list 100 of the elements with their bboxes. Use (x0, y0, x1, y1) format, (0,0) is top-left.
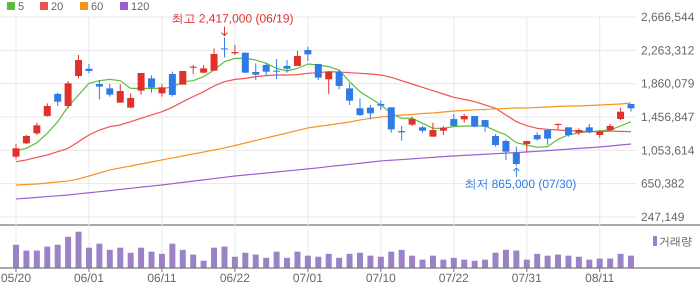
candlestick (190, 64, 197, 74)
candlestick (138, 72, 145, 96)
candlestick (377, 100, 384, 111)
bar (440, 260, 446, 268)
bar (76, 232, 82, 268)
bar (430, 256, 436, 268)
x-tick-label: 06/22 (220, 271, 250, 285)
candlestick (408, 116, 416, 126)
candlestick (242, 52, 249, 74)
legend-label: 20 (51, 1, 64, 13)
candlestick (85, 63, 92, 74)
candlestick (168, 71, 176, 98)
bar (555, 254, 562, 268)
bar (420, 260, 426, 268)
candlestick (75, 54, 82, 79)
candlestick (523, 140, 530, 152)
x-tick-label: 07/22 (438, 271, 470, 285)
candlestick (346, 82, 354, 106)
bar (618, 254, 624, 268)
bar (138, 248, 144, 268)
candlestick (96, 80, 103, 100)
candlestick (284, 60, 291, 74)
bar (211, 248, 218, 268)
legend-label: 120 (131, 1, 150, 13)
bar (65, 236, 72, 268)
bar (628, 256, 634, 268)
bar (534, 254, 540, 268)
candlestick (398, 125, 406, 142)
candlestick (512, 146, 520, 166)
bar (263, 258, 270, 268)
bar (607, 258, 614, 268)
bar (576, 256, 582, 268)
candlestick (158, 83, 166, 98)
bar (398, 250, 405, 268)
bar (356, 252, 363, 268)
candlestick (617, 107, 624, 121)
bar (128, 252, 134, 268)
bar (221, 246, 228, 268)
bar (106, 250, 113, 268)
bar (284, 258, 290, 268)
candlestick (544, 130, 552, 146)
candlestick (262, 62, 270, 76)
x-tick-label: 06/01 (74, 271, 104, 285)
candlestick (366, 104, 374, 120)
x-tick-label: 05/20 (0, 271, 32, 285)
candlestick (179, 70, 186, 86)
bar (117, 248, 124, 268)
y-tick-label: 1,456,847 (641, 110, 695, 124)
candlestick (429, 122, 436, 138)
x-tick-label: 08/11 (585, 271, 615, 285)
candlestick (210, 48, 218, 72)
candlestick (336, 70, 343, 90)
legend-label: 60 (91, 1, 104, 13)
candlestick (54, 92, 62, 106)
bar (190, 254, 196, 268)
candlestick (252, 62, 260, 81)
bar (378, 256, 384, 268)
bar (54, 244, 61, 268)
bar (158, 254, 165, 268)
bar (23, 250, 30, 268)
candlestick (33, 122, 40, 136)
y-tick-label: 247,149 (641, 210, 685, 224)
y-tick-label: 650,382 (641, 176, 685, 191)
bar (450, 258, 457, 268)
legend-label: 5 (18, 1, 24, 13)
bar (492, 252, 498, 268)
candlestick (492, 134, 499, 148)
candlestick (22, 134, 30, 144)
candlestick (502, 138, 510, 160)
bar (304, 256, 311, 268)
candlestick (220, 37, 228, 58)
candlestick (273, 58, 280, 80)
bar (565, 256, 572, 268)
bar (544, 256, 551, 268)
candlestick (314, 63, 322, 81)
candlestick (116, 83, 124, 104)
bar (44, 246, 50, 268)
candlestick (231, 44, 238, 56)
y-tick-label: 1,053,614 (641, 143, 695, 158)
bar (502, 250, 509, 268)
candlestick (388, 106, 395, 134)
candlestick (64, 80, 72, 109)
bar (461, 260, 468, 268)
bar (586, 260, 592, 268)
bar (596, 258, 603, 268)
x-tick-label: 06/11 (147, 271, 177, 285)
bar (336, 258, 342, 268)
bar (513, 250, 520, 268)
bar (148, 252, 155, 268)
candlestick (325, 71, 332, 94)
bar (180, 250, 186, 268)
bar (242, 252, 248, 268)
bar (169, 244, 176, 268)
candlestick (148, 74, 156, 94)
candlestick (356, 98, 364, 116)
candlestick (450, 113, 458, 128)
bar (86, 248, 92, 268)
candlestick (127, 92, 134, 109)
candlestick (106, 83, 114, 98)
y-tick-label: 1,860,079 (641, 76, 695, 91)
